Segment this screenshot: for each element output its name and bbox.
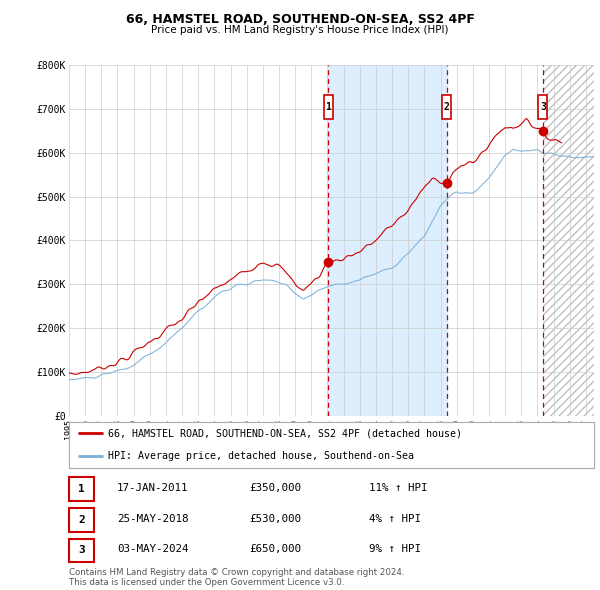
Bar: [543, 65, 594, 416]
Text: 2: 2: [78, 515, 85, 525]
Text: 1: 1: [325, 102, 331, 112]
Text: 9% ↑ HPI: 9% ↑ HPI: [369, 545, 421, 554]
Text: £650,000: £650,000: [249, 545, 301, 554]
Text: 17-JAN-2011: 17-JAN-2011: [117, 483, 188, 493]
Text: 11% ↑ HPI: 11% ↑ HPI: [369, 483, 427, 493]
Text: Contains HM Land Registry data © Crown copyright and database right 2024.
This d: Contains HM Land Registry data © Crown c…: [69, 568, 404, 587]
Text: 25-MAY-2018: 25-MAY-2018: [117, 514, 188, 523]
FancyBboxPatch shape: [323, 95, 333, 119]
Text: 1: 1: [78, 484, 85, 494]
FancyBboxPatch shape: [442, 95, 451, 119]
Text: Price paid vs. HM Land Registry's House Price Index (HPI): Price paid vs. HM Land Registry's House …: [151, 25, 449, 35]
Text: 3: 3: [78, 546, 85, 555]
Text: 4% ↑ HPI: 4% ↑ HPI: [369, 514, 421, 523]
Text: 03-MAY-2024: 03-MAY-2024: [117, 545, 188, 554]
Text: 2: 2: [444, 102, 450, 112]
Bar: [328, 65, 447, 416]
Bar: [543, 65, 594, 416]
Text: £530,000: £530,000: [249, 514, 301, 523]
FancyBboxPatch shape: [538, 95, 547, 119]
Text: 66, HAMSTEL ROAD, SOUTHEND-ON-SEA, SS2 4PF: 66, HAMSTEL ROAD, SOUTHEND-ON-SEA, SS2 4…: [125, 13, 475, 26]
Text: HPI: Average price, detached house, Southend-on-Sea: HPI: Average price, detached house, Sout…: [109, 451, 415, 461]
Text: 66, HAMSTEL ROAD, SOUTHEND-ON-SEA, SS2 4PF (detached house): 66, HAMSTEL ROAD, SOUTHEND-ON-SEA, SS2 4…: [109, 428, 463, 438]
Text: 3: 3: [540, 102, 546, 112]
Text: £350,000: £350,000: [249, 483, 301, 493]
